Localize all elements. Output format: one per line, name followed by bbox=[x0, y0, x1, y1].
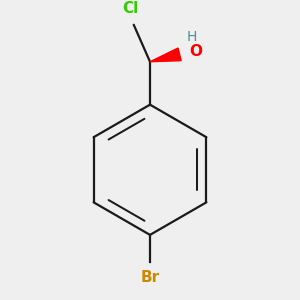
Text: H: H bbox=[186, 30, 197, 44]
Text: O: O bbox=[189, 44, 203, 59]
Text: Cl: Cl bbox=[123, 1, 139, 16]
Text: Br: Br bbox=[140, 270, 160, 285]
Polygon shape bbox=[150, 48, 181, 62]
